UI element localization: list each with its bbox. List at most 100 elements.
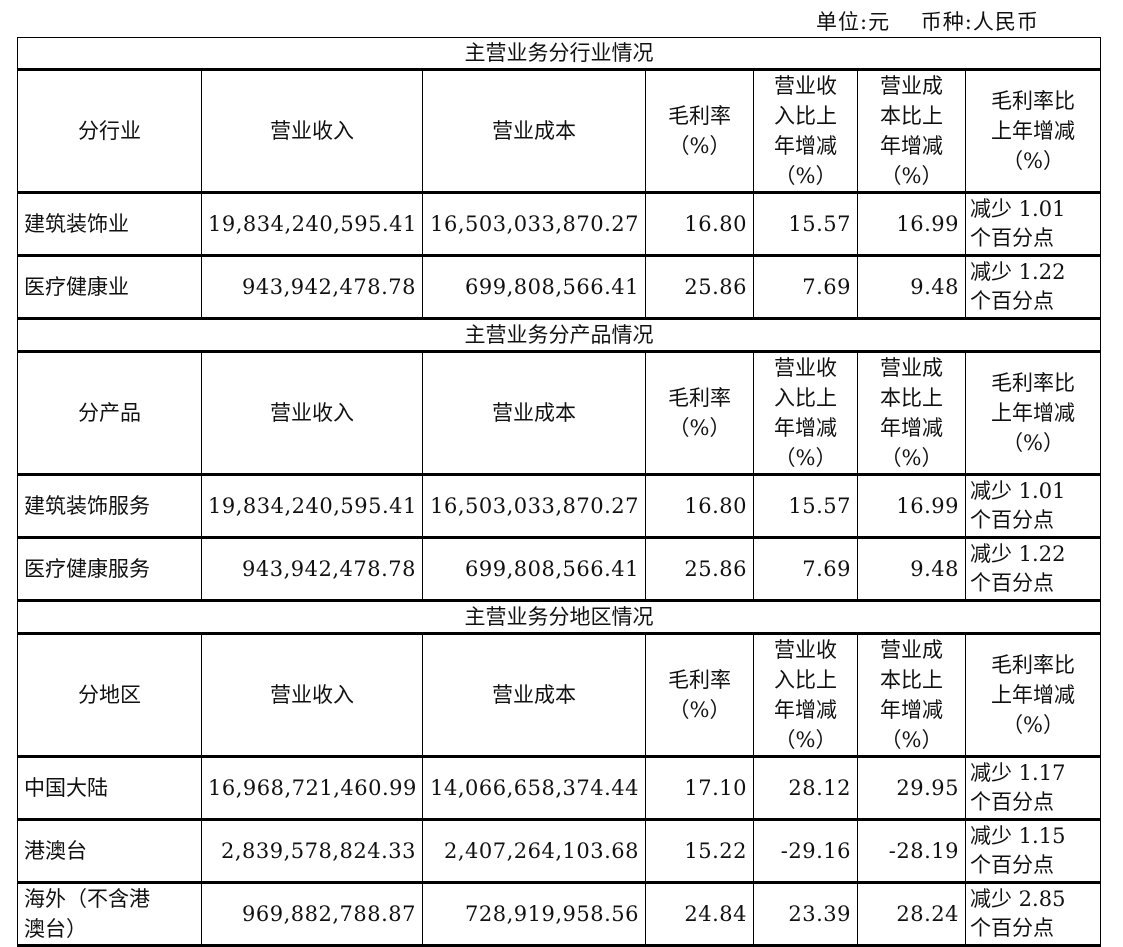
header-cost-yoy-change-text: （%） <box>880 164 943 188</box>
cost-cell: 16,503,033,870.27 <box>422 474 646 539</box>
header-cost-yoy-change: 营业成 本比上 年增减 （%） <box>857 633 966 758</box>
cost-cell-text: 699,808,566.41 <box>465 275 639 299</box>
header-revenue-text: 营业收入 <box>270 683 354 707</box>
gross-margin-cell: 16.80 <box>645 192 754 257</box>
header-revenue-yoy-change-text: 入比上 <box>774 104 837 128</box>
margin-change-cell-text: 个百分点 <box>970 226 1054 250</box>
margin-change-cell: 减少 1.22 个百分点 <box>964 255 1102 320</box>
header-revenue-yoy-change-text: 年增减 <box>774 698 837 722</box>
section-title: 主营业务分产品情况 <box>16 318 1102 353</box>
cost-cell-text: 2,407,264,103.68 <box>443 839 639 863</box>
revenue-cell-text: 19,834,240,595.41 <box>208 212 417 236</box>
row-label-text: 医疗健康服务 <box>24 557 150 581</box>
header-gross-margin-text: （%） <box>668 698 731 722</box>
row-label: 医疗健康业 <box>17 255 202 320</box>
margin-change-cell-text: 个百分点 <box>970 853 1054 877</box>
cost-change-cell: 9.48 <box>857 537 966 602</box>
header-revenue-yoy-change: 营业收 入比上 年增减 （%） <box>753 69 858 194</box>
section-title-row: 主营业务分行业情况 <box>16 37 1102 71</box>
main-business-table: 主营业务分行业情况 分行业 营业收入 营业成本 毛利率 （%） 营业收 入比上 年增减 （%） 营业… <box>16 37 1102 947</box>
cost-cell-text: 16,503,033,870.27 <box>430 494 639 518</box>
margin-change-cell: 减少 1.01 个百分点 <box>964 192 1102 257</box>
header-margin-yoy-change: 毛利率比 上年增减 （%） <box>964 69 1102 194</box>
cost-change-cell-text: 28.24 <box>896 902 959 926</box>
header-margin-yoy-change-text: 上年增减 <box>991 401 1076 425</box>
header-margin-yoy-change-text: （%） <box>1002 713 1065 737</box>
margin-change-cell: 减少 1.17 个百分点 <box>964 756 1102 821</box>
section-title-row: 主营业务分地区情况 <box>16 600 1102 635</box>
revenue-change-cell-text: 28.12 <box>788 776 851 800</box>
cost-change-cell: 9.48 <box>857 255 966 320</box>
revenue-change-cell: 7.69 <box>753 537 858 602</box>
gross-margin-cell-text: 25.86 <box>684 557 747 581</box>
revenue-change-cell-text: 7.69 <box>802 557 851 581</box>
revenue-cell: 16,968,721,460.99 <box>201 756 423 821</box>
cost-cell: 16,503,033,870.27 <box>422 192 646 257</box>
header-cost-text: 营业成本 <box>492 683 576 707</box>
margin-change-cell: 减少 1.22 个百分点 <box>964 537 1102 602</box>
header-revenue: 营业收入 <box>201 633 423 758</box>
header-revenue-yoy-change: 营业收 入比上 年增减 （%） <box>753 633 858 758</box>
row-label: 建筑装饰业 <box>17 192 202 257</box>
revenue-cell: 943,942,478.78 <box>201 537 423 602</box>
row-label: 海外（不含港 澳台） <box>17 882 202 947</box>
header-revenue-yoy-change-text: 营业收 <box>774 74 837 98</box>
header-cost: 营业成本 <box>422 633 646 758</box>
table-row: 医疗健康服务 943,942,478.78 699,808,566.41 25.86 7… <box>17 537 1102 602</box>
gross-margin-cell-text: 25.86 <box>684 275 747 299</box>
row-label: 医疗健康服务 <box>17 537 202 602</box>
cost-change-cell: 29.95 <box>857 756 966 821</box>
cost-change-cell-text: 29.95 <box>896 776 959 800</box>
header-cost: 营业成本 <box>422 351 646 476</box>
header-revenue-yoy-change-text: 年增减 <box>774 416 837 440</box>
margin-change-cell-text: 个百分点 <box>970 790 1054 814</box>
cost-change-cell: -28.19 <box>857 819 966 884</box>
header-cost-yoy-change-text: 本比上 <box>880 104 943 128</box>
section-title-text: 主营业务分行业情况 <box>464 41 654 65</box>
margin-change-cell-text: 个百分点 <box>970 508 1054 532</box>
row-label: 建筑装饰服务 <box>17 474 202 539</box>
margin-change-cell-text: 减少 1.22 <box>970 542 1066 566</box>
revenue-change-cell: 15.57 <box>753 474 858 539</box>
header-revenue-yoy-change-text: 年增减 <box>774 134 837 158</box>
revenue-cell: 2,839,578,824.33 <box>201 819 423 884</box>
gross-margin-cell-text: 15.22 <box>684 839 747 863</box>
revenue-cell: 943,942,478.78 <box>201 255 423 320</box>
header-margin-yoy-change-text: 毛利率比 <box>991 653 1076 677</box>
cost-change-cell-text: 16.99 <box>896 494 959 518</box>
header-gross-margin-text: 毛利率 <box>668 386 731 410</box>
header-revenue-text: 营业收入 <box>270 401 354 425</box>
header-gross-margin-text: （%） <box>668 134 731 158</box>
cost-change-cell-text: -28.19 <box>888 839 959 863</box>
header-cost-yoy-change-text: 本比上 <box>880 668 943 692</box>
header-cost-yoy-change-text: 年增减 <box>880 698 943 722</box>
header-category-text: 分产品 <box>78 401 141 425</box>
revenue-cell: 969,882,788.87 <box>201 882 423 947</box>
header-revenue-yoy-change-text: 入比上 <box>774 668 837 692</box>
margin-change-cell-text: 减少 1.01 <box>970 479 1066 503</box>
header-cost-yoy-change-text: 年增减 <box>880 416 943 440</box>
revenue-cell: 19,834,240,595.41 <box>201 192 423 257</box>
section-title-text: 主营业务分地区情况 <box>464 605 654 629</box>
gross-margin-cell: 17.10 <box>645 756 754 821</box>
cost-cell-text: 14,066,658,374.44 <box>430 776 639 800</box>
header-cost-yoy-change: 营业成 本比上 年增减 （%） <box>857 69 966 194</box>
header-cost-yoy-change-text: 本比上 <box>880 386 943 410</box>
revenue-change-cell-text: 7.69 <box>802 275 851 299</box>
header-row: 分地区 营业收入 营业成本 毛利率 （%） 营业收 入比上 年增减 （%） 营业成 本比上 年增减 （%… <box>17 633 1102 758</box>
cost-cell-text: 728,919,958.56 <box>465 902 639 926</box>
header-margin-yoy-change-text: 上年增减 <box>991 683 1076 707</box>
header-revenue-yoy-change-text: 入比上 <box>774 386 837 410</box>
row-label-text: 海外（不含港 <box>24 887 150 911</box>
header-cost-yoy-change-text: 营业成 <box>880 638 943 662</box>
header-gross-margin: 毛利率 （%） <box>645 69 754 194</box>
header-margin-yoy-change: 毛利率比 上年增减 （%） <box>964 351 1102 476</box>
row-label-text: 中国大陆 <box>24 776 108 800</box>
header-cost-yoy-change-text: （%） <box>880 446 943 470</box>
header-category: 分行业 <box>17 69 202 194</box>
revenue-change-cell: 23.39 <box>753 882 858 947</box>
margin-change-cell: 减少 1.01 个百分点 <box>964 474 1102 539</box>
cost-cell: 699,808,566.41 <box>422 537 646 602</box>
row-label-text: 建筑装饰服务 <box>24 494 150 518</box>
header-row: 分产品 营业收入 营业成本 毛利率 （%） 营业收 入比上 年增减 （%） 营业成 本比上 年增减 （%… <box>17 351 1102 476</box>
